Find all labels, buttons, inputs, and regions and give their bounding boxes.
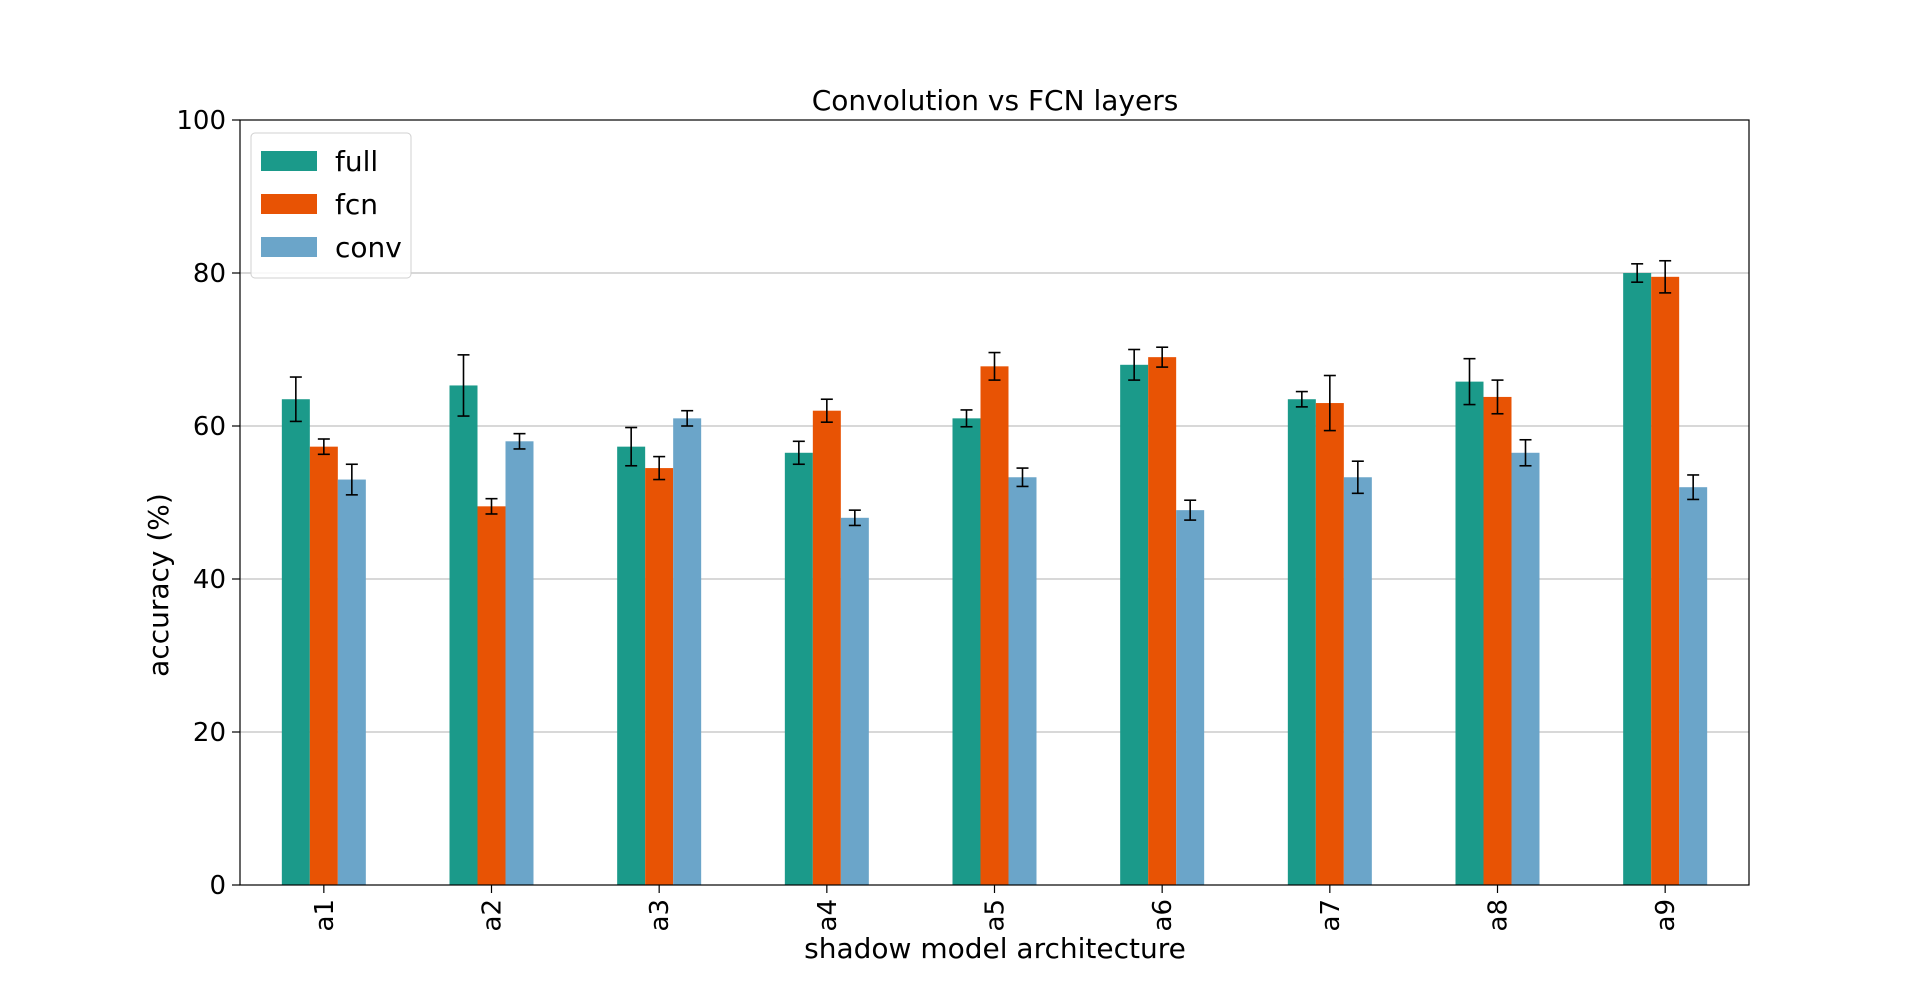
bar-fcn-a1 <box>309 446 338 885</box>
y-tick-label: 80 <box>193 259 226 289</box>
x-tick-label: a8 <box>1484 899 1514 931</box>
x-axis-title: shadow model architecture <box>804 932 1186 965</box>
bar-fcn-a8 <box>1483 396 1512 885</box>
bar-fcn-a9 <box>1651 276 1680 885</box>
bar-full-a6 <box>1120 364 1149 885</box>
y-tick-label: 60 <box>193 412 226 442</box>
y-tick-label: 40 <box>193 565 226 595</box>
x-tick-label: a3 <box>645 899 675 931</box>
bar-full-a4 <box>784 452 813 885</box>
legend-label-fcn: fcn <box>335 188 378 221</box>
x-tick-label: a6 <box>1148 899 1178 931</box>
bar-conv-a5 <box>1008 477 1037 885</box>
y-tick-label: 100 <box>176 106 226 136</box>
axes: 0 20 40 60 80 100 a1 a2 a3 a4 a5 a6 a7 a8 a9 <box>176 106 1750 931</box>
x-tick-label: a7 <box>1316 899 1346 931</box>
bar-full-a5 <box>952 418 981 885</box>
x-tick-label: a4 <box>813 899 843 931</box>
bar-conv-a3 <box>673 418 702 885</box>
bar-conv-a4 <box>840 517 869 885</box>
y-tick-label: 0 <box>209 871 226 901</box>
bar-fcn-a4 <box>812 410 841 885</box>
legend-swatch-conv <box>261 237 317 257</box>
bar-fcn-a6 <box>1148 357 1177 885</box>
error-bars <box>289 259 1700 527</box>
legend-label-full: full <box>335 145 378 178</box>
bar-conv-a7 <box>1343 477 1372 885</box>
legend-swatch-fcn <box>261 194 317 214</box>
bar-fcn-a7 <box>1315 403 1344 885</box>
bar-conv-a8 <box>1511 452 1540 885</box>
legend: full fcn conv <box>250 132 412 279</box>
bar-full-a7 <box>1287 399 1316 885</box>
bar-full-a8 <box>1455 381 1484 885</box>
x-tick-label: a9 <box>1651 899 1681 931</box>
bar-conv-a9 <box>1679 487 1708 885</box>
bar-fcn-a3 <box>645 468 674 885</box>
bar-fcn-a5 <box>980 366 1009 886</box>
bar-conv-a2 <box>505 441 534 885</box>
x-tick-label: a5 <box>981 899 1011 931</box>
bar-full-a3 <box>617 446 646 885</box>
legend-swatch-full <box>261 151 317 171</box>
bar-conv-a1 <box>337 479 366 885</box>
bar-full-a9 <box>1623 273 1652 885</box>
plot-frame <box>239 119 1750 886</box>
x-tick-label: a2 <box>478 899 508 931</box>
y-tick-label: 20 <box>193 718 226 748</box>
bar-full-a1 <box>281 399 310 885</box>
bars <box>281 273 1708 886</box>
bar-full-a2 <box>449 385 478 885</box>
bar-conv-a6 <box>1176 510 1205 885</box>
x-tick-label: a1 <box>310 899 340 931</box>
legend-label-conv: conv <box>335 231 402 264</box>
y-axis-title: accuracy (%) <box>142 493 175 677</box>
chart-title: Convolution vs FCN layers <box>812 84 1179 117</box>
bar-fcn-a2 <box>477 506 506 885</box>
